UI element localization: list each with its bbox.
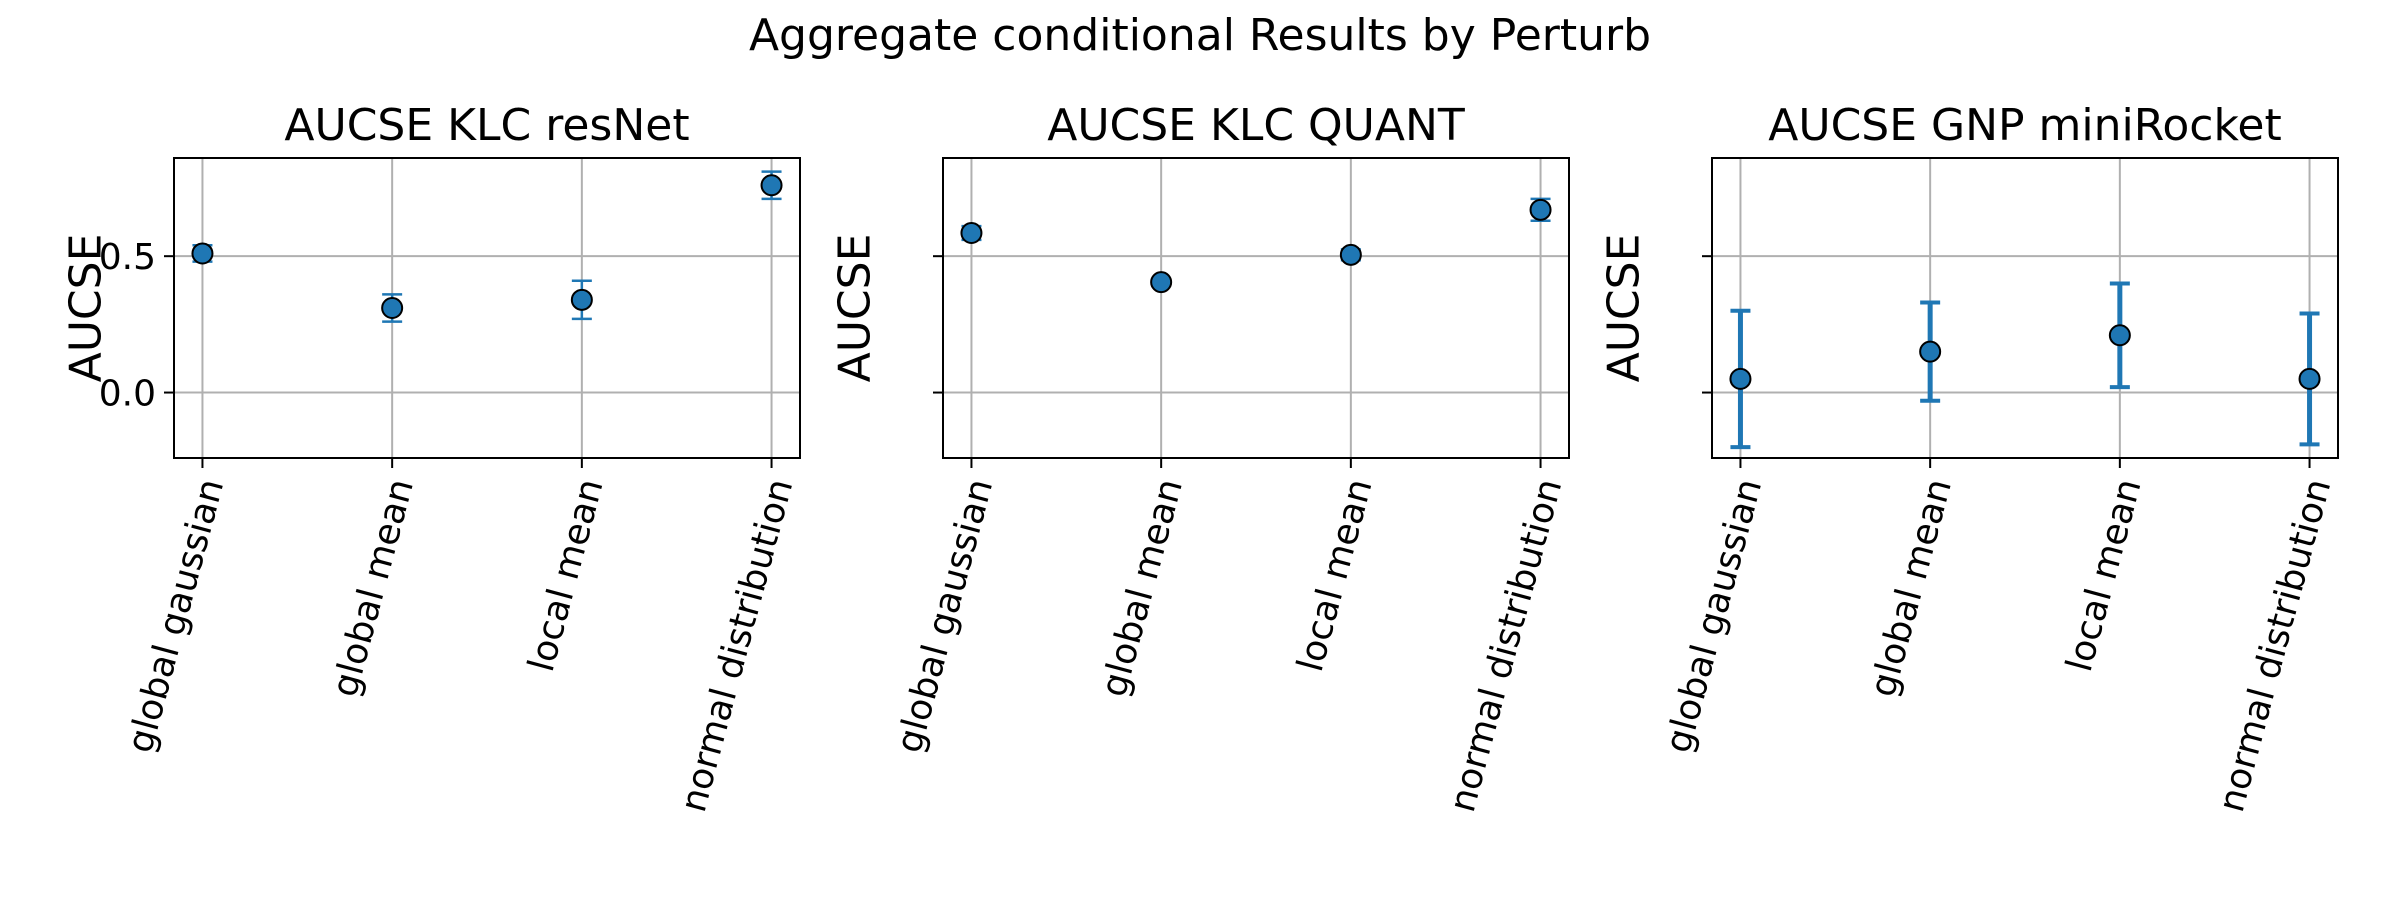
subplot-1: 0.0 0.5 global gaussian global mean local me… bbox=[61, 100, 802, 816]
x-tick-label: local mean bbox=[1290, 475, 1381, 676]
subplots: 0.0 0.5 global gaussian global mean local me… bbox=[61, 100, 2340, 816]
y-axis-label: AUCSE bbox=[830, 234, 881, 383]
x-tick-label: normal distribution bbox=[2211, 475, 2339, 817]
data-point bbox=[1729, 367, 1752, 390]
subplot-title: AUCSE KLC resNet bbox=[284, 100, 689, 151]
x-tick-label: global gaussian bbox=[1658, 475, 1770, 757]
x-tick-label: local mean bbox=[521, 475, 612, 676]
x-tick-label: global mean bbox=[1094, 475, 1191, 701]
x-tick-label: normal distribution bbox=[673, 475, 801, 817]
x-tick-label: global gaussian bbox=[889, 475, 1001, 757]
figure-title: Aggregate conditional Results by Perturb bbox=[749, 10, 1651, 61]
x-tick-label: local mean bbox=[2059, 475, 2150, 676]
subplot-2: global gaussian global mean local mean norm… bbox=[830, 100, 1571, 816]
data-point bbox=[2298, 367, 2321, 390]
data-point bbox=[1150, 271, 1173, 294]
data-point bbox=[1339, 243, 1362, 266]
data-point bbox=[2108, 324, 2131, 347]
data-point bbox=[960, 222, 983, 244]
x-tick-label: global mean bbox=[325, 475, 422, 701]
data-point bbox=[381, 297, 404, 319]
data-point bbox=[760, 174, 783, 197]
plot-frame bbox=[1711, 157, 2339, 459]
x-tick-label: normal distribution bbox=[1442, 475, 1570, 817]
plot-frame bbox=[942, 157, 1570, 459]
plot-frame bbox=[173, 157, 801, 459]
y-tick-label: 0.0 bbox=[99, 374, 156, 415]
data-point bbox=[191, 242, 214, 265]
y-axis-label: AUCSE bbox=[1599, 234, 1650, 383]
data-point bbox=[570, 288, 593, 311]
subplot-title: AUCSE GNP miniRocket bbox=[1768, 100, 2281, 151]
data-point bbox=[1919, 340, 1942, 363]
subplot-3: global gaussian global mean local mean norm… bbox=[1599, 100, 2340, 816]
y-tick-label: 0.5 bbox=[99, 237, 156, 278]
data-point bbox=[1529, 198, 1552, 221]
x-tick-label: global gaussian bbox=[120, 475, 232, 757]
y-axis-label: AUCSE bbox=[61, 234, 112, 383]
subplot-title: AUCSE KLC QUANT bbox=[1047, 100, 1465, 151]
x-tick-label: global mean bbox=[1863, 475, 1960, 701]
